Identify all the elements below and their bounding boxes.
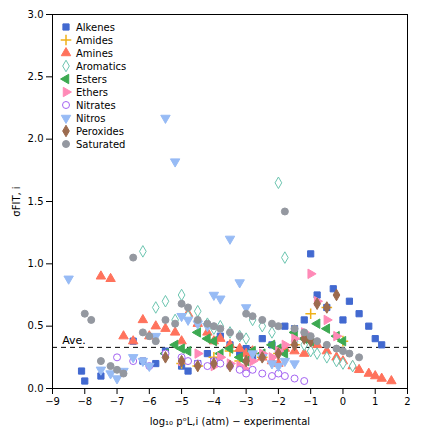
svg-text:Alkenes: Alkenes xyxy=(76,22,115,33)
svg-text:Aromatics: Aromatics xyxy=(76,61,126,72)
svg-text:0.0: 0.0 xyxy=(28,383,44,394)
svg-text:−1: −1 xyxy=(303,396,318,407)
svg-text:2.0: 2.0 xyxy=(28,133,44,144)
svg-text:−7: −7 xyxy=(110,396,125,407)
svg-text:Ethers: Ethers xyxy=(76,87,108,98)
svg-text:Saturated: Saturated xyxy=(76,139,125,150)
svg-text:2: 2 xyxy=(404,396,410,407)
svg-text:−4: −4 xyxy=(206,396,221,407)
svg-text:Amines: Amines xyxy=(76,48,113,59)
svg-text:2.5: 2.5 xyxy=(28,71,44,82)
svg-text:−2: −2 xyxy=(271,396,286,407)
svg-text:3.0: 3.0 xyxy=(28,9,44,20)
svg-text:−3: −3 xyxy=(239,396,254,407)
svg-text:1.0: 1.0 xyxy=(28,258,44,269)
svg-text:1.5: 1.5 xyxy=(28,196,44,207)
svg-text:Nitros: Nitros xyxy=(76,113,105,124)
svg-text:Ave.: Ave. xyxy=(62,334,86,347)
svg-text:0: 0 xyxy=(340,396,346,407)
svg-text:−6: −6 xyxy=(142,396,157,407)
svg-text:σFIT, i: σFIT, i xyxy=(11,186,22,216)
svg-text:−5: −5 xyxy=(174,396,189,407)
svg-text:1: 1 xyxy=(372,396,378,407)
svg-text:−9: −9 xyxy=(45,396,60,407)
svg-text:Amides: Amides xyxy=(76,35,113,46)
svg-text:Esters: Esters xyxy=(76,74,107,85)
svg-text:−8: −8 xyxy=(77,396,92,407)
svg-text:log₁₀ pᵒL,i (atm) − experiment: log₁₀ pᵒL,i (atm) − experimental xyxy=(150,416,310,427)
svg-text:Nitrates: Nitrates xyxy=(76,100,116,111)
svg-text:Peroxides: Peroxides xyxy=(76,126,124,137)
svg-text:0.5: 0.5 xyxy=(28,320,44,331)
